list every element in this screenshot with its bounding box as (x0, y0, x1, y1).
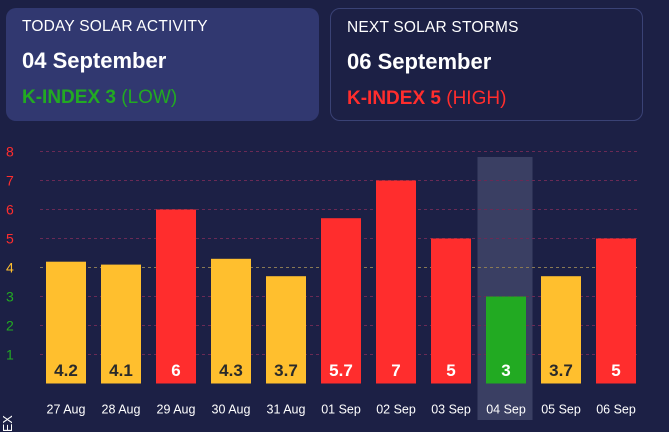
storm-kindex-value: K-INDEX 5 (347, 88, 441, 109)
today-date: 04 September (22, 48, 167, 73)
bar-value-label: 4.3 (219, 361, 243, 380)
y-tick-label: 5 (6, 231, 14, 247)
storm-kindex: K-INDEX 5 (HIGH) (347, 88, 506, 110)
bar-value-label: 6 (171, 361, 180, 380)
bar-05-sep (541, 276, 581, 384)
storm-date: 06 September (347, 49, 492, 74)
x-tick-label: 01 Sep (321, 403, 361, 417)
y-tick-label: 1 (6, 347, 14, 363)
next-storms-label: NEXT SOLAR STORMS (347, 19, 519, 36)
x-tick-label: 27 Aug (47, 403, 86, 417)
bar-03-sep (431, 238, 471, 384)
y-tick-label: 7 (6, 173, 14, 189)
bar-28-aug (101, 264, 141, 384)
bar-06-sep (596, 238, 636, 384)
y-tick-label: 3 (6, 289, 14, 305)
x-tick-label: 03 Sep (431, 403, 471, 417)
x-tick-label: 29 Aug (157, 403, 196, 417)
y-tick-label: 4 (6, 260, 14, 276)
bar-value-label: 3.7 (549, 361, 573, 380)
bar-value-label: 3.7 (274, 361, 298, 380)
today-kindex: K-INDEX 3 (LOW) (22, 87, 177, 109)
x-tick-label: 02 Sep (376, 403, 416, 417)
bar-31-aug (266, 276, 306, 384)
bar-30-aug (211, 258, 251, 384)
bar-27-aug (46, 261, 86, 384)
next-storms-card: NEXT SOLAR STORMS 06 September K-INDEX 5… (330, 8, 643, 121)
x-tick-label: 30 Aug (212, 403, 251, 417)
x-tick-label: 04 Sep (486, 403, 526, 417)
bar-04-sep (486, 296, 526, 384)
today-kindex-value: K-INDEX 3 (22, 87, 116, 108)
x-tick-label: 31 Aug (267, 403, 306, 417)
bar-value-label: 7 (391, 361, 400, 380)
storm-kindex-level: (HIGH) (446, 88, 507, 109)
bar-value-label: 5 (446, 361, 455, 380)
bar-value-label: 4.1 (109, 361, 133, 380)
y-axis-title: EX (1, 415, 15, 432)
today-kindex-level: (LOW) (121, 87, 178, 108)
bar-value-label: 3 (501, 361, 510, 380)
x-tick-label: 06 Sep (596, 403, 636, 417)
x-tick-label: 05 Sep (541, 403, 581, 417)
kindex-bar-chart: 1 2 3 4 5 6 7 8 9 4.2 27 Aug 4.1 28 Aug 6 29 Aug 4.3 30 … (1, 130, 640, 432)
y-tick-label: 6 (6, 202, 14, 218)
bar-01-sep (321, 218, 361, 384)
bar-value-label: 5.7 (329, 361, 353, 380)
bar-value-label: 5 (611, 361, 620, 380)
bar-value-label: 4.2 (54, 361, 78, 380)
today-activity-card: TODAY SOLAR ACTIVITY 04 September K-INDE… (6, 8, 319, 121)
y-tick-label: 8 (6, 144, 14, 160)
bar-29-aug (156, 209, 196, 384)
y-tick-label: 9 (6, 130, 14, 131)
y-tick-label: 2 (6, 318, 14, 334)
bar-02-sep (376, 180, 416, 384)
x-tick-label: 28 Aug (102, 403, 141, 417)
today-activity-label: TODAY SOLAR ACTIVITY (22, 18, 208, 35)
